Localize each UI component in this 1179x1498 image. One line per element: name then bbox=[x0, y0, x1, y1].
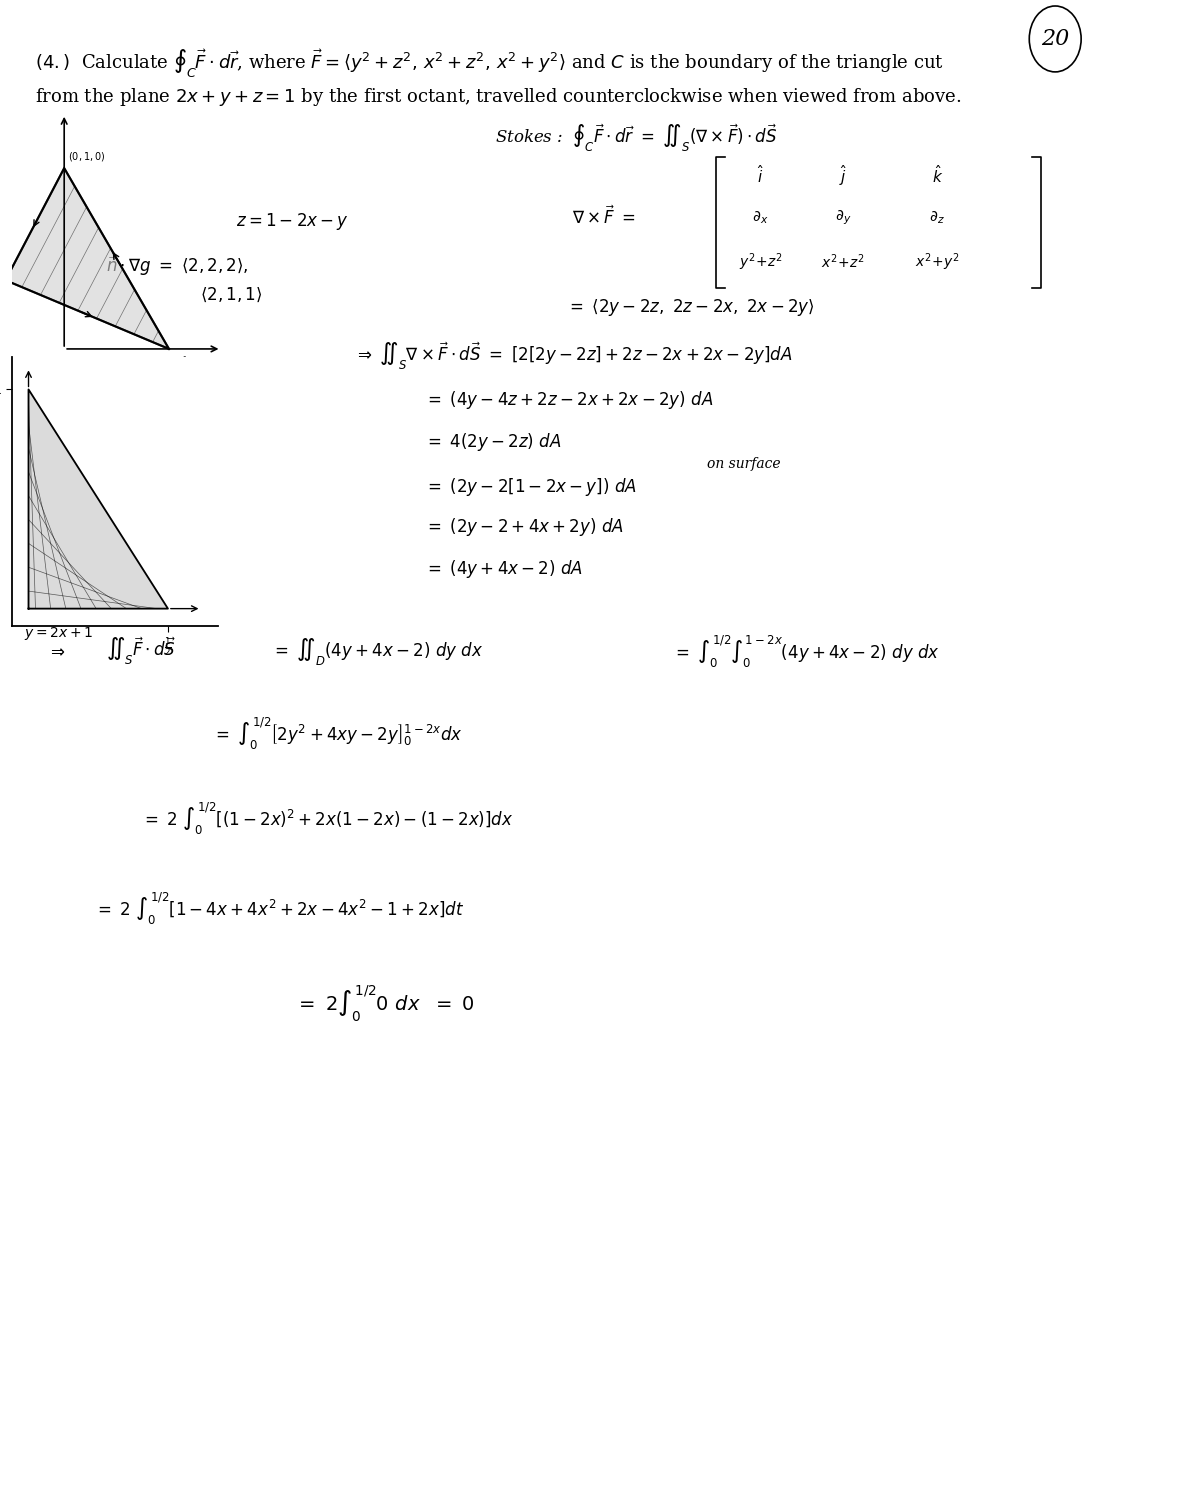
Text: $= \ (4y + 4x - 2) \ dA$: $= \ (4y + 4x - 2) \ dA$ bbox=[424, 559, 584, 580]
Text: $= \ (4y - 4z + 2z - 2x + 2x - 2y) \ dA$: $= \ (4y - 4z + 2z - 2x + 2x - 2y) \ dA$ bbox=[424, 389, 713, 410]
Text: $= \ \iint_D (4y+4x-2) \ dy \ dx$: $= \ \iint_D (4y+4x-2) \ dy \ dx$ bbox=[271, 637, 483, 667]
Text: $= \ (2y - 2 + 4x + 2y) \ dA$: $= \ (2y - 2 + 4x + 2y) \ dA$ bbox=[424, 517, 625, 538]
Text: $\partial_z$: $\partial_z$ bbox=[929, 208, 946, 226]
Polygon shape bbox=[6, 168, 169, 349]
Text: $\vec{n} \cdot \nabla g \ = \ \langle 2, 2, 2 \rangle,$: $\vec{n} \cdot \nabla g \ = \ \langle 2,… bbox=[106, 255, 249, 279]
Text: $(\frac{1}{2},0,0)$: $(\frac{1}{2},0,0)$ bbox=[179, 355, 216, 373]
Text: $\nabla \times \vec{F} \ =$: $\nabla \times \vec{F} \ =$ bbox=[572, 205, 635, 229]
Text: $= \ \int_0^{1/2} \left[2y^2 + 4xy - 2y\right]_0^{1-2x} dx$: $= \ \int_0^{1/2} \left[2y^2 + 4xy - 2y\… bbox=[212, 716, 463, 752]
Text: on surface: on surface bbox=[707, 457, 780, 472]
Text: $\hat{k}$: $\hat{k}$ bbox=[931, 165, 943, 186]
Text: $(0,1,0)$: $(0,1,0)$ bbox=[68, 150, 106, 163]
Text: $\partial_y$: $\partial_y$ bbox=[835, 208, 851, 226]
Text: $z = 1 - 2x - y$: $z = 1 - 2x - y$ bbox=[236, 211, 349, 232]
Text: $= \ 2 \ \int_0^{1/2} \left[(1-2x)^2 + 2x(1-2x) - (1-2x)\right] dx$: $= \ 2 \ \int_0^{1/2} \left[(1-2x)^2 + 2… bbox=[141, 801, 514, 837]
Text: Region in: Region in bbox=[35, 509, 110, 524]
Text: $y^2\!+\!z^2$: $y^2\!+\!z^2$ bbox=[739, 252, 782, 273]
Text: $\hat{i}$: $\hat{i}$ bbox=[757, 165, 764, 186]
Text: $xy$ plane: $xy$ plane bbox=[35, 536, 103, 554]
Text: $\partial_x$: $\partial_x$ bbox=[752, 208, 769, 226]
Text: $\Rightarrow \ \iint_S \nabla\times\vec{F} \cdot d\vec{S} \ = \ \left[2[2y-2z] +: $\Rightarrow \ \iint_S \nabla\times\vec{… bbox=[354, 340, 792, 373]
Text: $= \ 2 \ \int_0^{1/2} \left[1-4x+4x^2+2x-4x^2-1+2x\right] dt$: $= \ 2 \ \int_0^{1/2} \left[1-4x+4x^2+2x… bbox=[94, 891, 465, 927]
Text: $(4.)$  Calculate $\oint_C \vec{F} \cdot d\vec{r}$, where $\vec{F} = \langle y^2: $(4.)$ Calculate $\oint_C \vec{F} \cdot … bbox=[35, 46, 944, 79]
Polygon shape bbox=[28, 389, 167, 608]
Text: $= \ (2y - 2[1-2x-y]) \ dA$: $= \ (2y - 2[1-2x-y]) \ dA$ bbox=[424, 476, 638, 497]
Text: $\langle 2, 1, 1 \rangle$: $\langle 2, 1, 1 \rangle$ bbox=[200, 286, 263, 304]
Text: $= \ \langle 2y-2z, \ 2z-2x, \ 2x-2y \rangle$: $= \ \langle 2y-2z, \ 2z-2x, \ 2x-2y \ra… bbox=[566, 297, 815, 318]
Text: $= \ 2 \int_0^{1/2} 0 \ dx \ \ = \ 0$: $= \ 2 \int_0^{1/2} 0 \ dx \ \ = \ 0$ bbox=[295, 984, 474, 1023]
Text: from the plane $2x+y+z=1$ by the first octant, travelled counterclockwise when v: from the plane $2x+y+z=1$ by the first o… bbox=[35, 87, 962, 108]
Text: $x^2\!+\!y^2$: $x^2\!+\!y^2$ bbox=[915, 252, 960, 273]
Text: Stokes :  $\oint_C \vec{F} \cdot d\vec{r} \ = \ \iint_S (\nabla \times \vec{F}) : Stokes : $\oint_C \vec{F} \cdot d\vec{r}… bbox=[495, 121, 778, 154]
Text: $\iint_S \vec{F} \cdot d\vec{S}$: $\iint_S \vec{F} \cdot d\vec{S}$ bbox=[106, 635, 176, 668]
Text: $y = 2x+1$: $y = 2x+1$ bbox=[24, 625, 93, 643]
Text: $\Rightarrow$: $\Rightarrow$ bbox=[47, 643, 66, 661]
Text: $= \ 4(2y - 2z) \ dA$: $= \ 4(2y - 2z) \ dA$ bbox=[424, 431, 562, 452]
Text: $x^2\!+\!z^2$: $x^2\!+\!z^2$ bbox=[822, 253, 864, 271]
Text: $\hat{j}$: $\hat{j}$ bbox=[838, 163, 848, 187]
Text: 20: 20 bbox=[1041, 28, 1069, 49]
Text: $= \ \int_0^{1/2} \int_0^{1-2x} (4y+4x-2) \ dy \ dx$: $= \ \int_0^{1/2} \int_0^{1-2x} (4y+4x-2… bbox=[672, 634, 940, 670]
